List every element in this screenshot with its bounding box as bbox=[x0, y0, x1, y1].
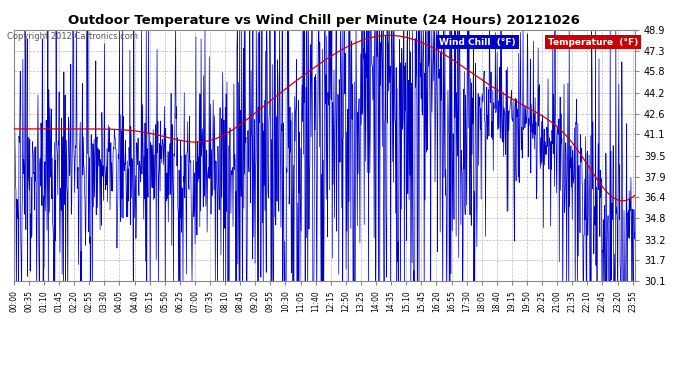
Text: Copyright 2012 Cartronics.com: Copyright 2012 Cartronics.com bbox=[7, 32, 138, 41]
Text: Wind Chill  (°F): Wind Chill (°F) bbox=[440, 38, 516, 46]
Title: Outdoor Temperature vs Wind Chill per Minute (24 Hours) 20121026: Outdoor Temperature vs Wind Chill per Mi… bbox=[68, 15, 580, 27]
Text: Temperature  (°F): Temperature (°F) bbox=[548, 38, 638, 46]
